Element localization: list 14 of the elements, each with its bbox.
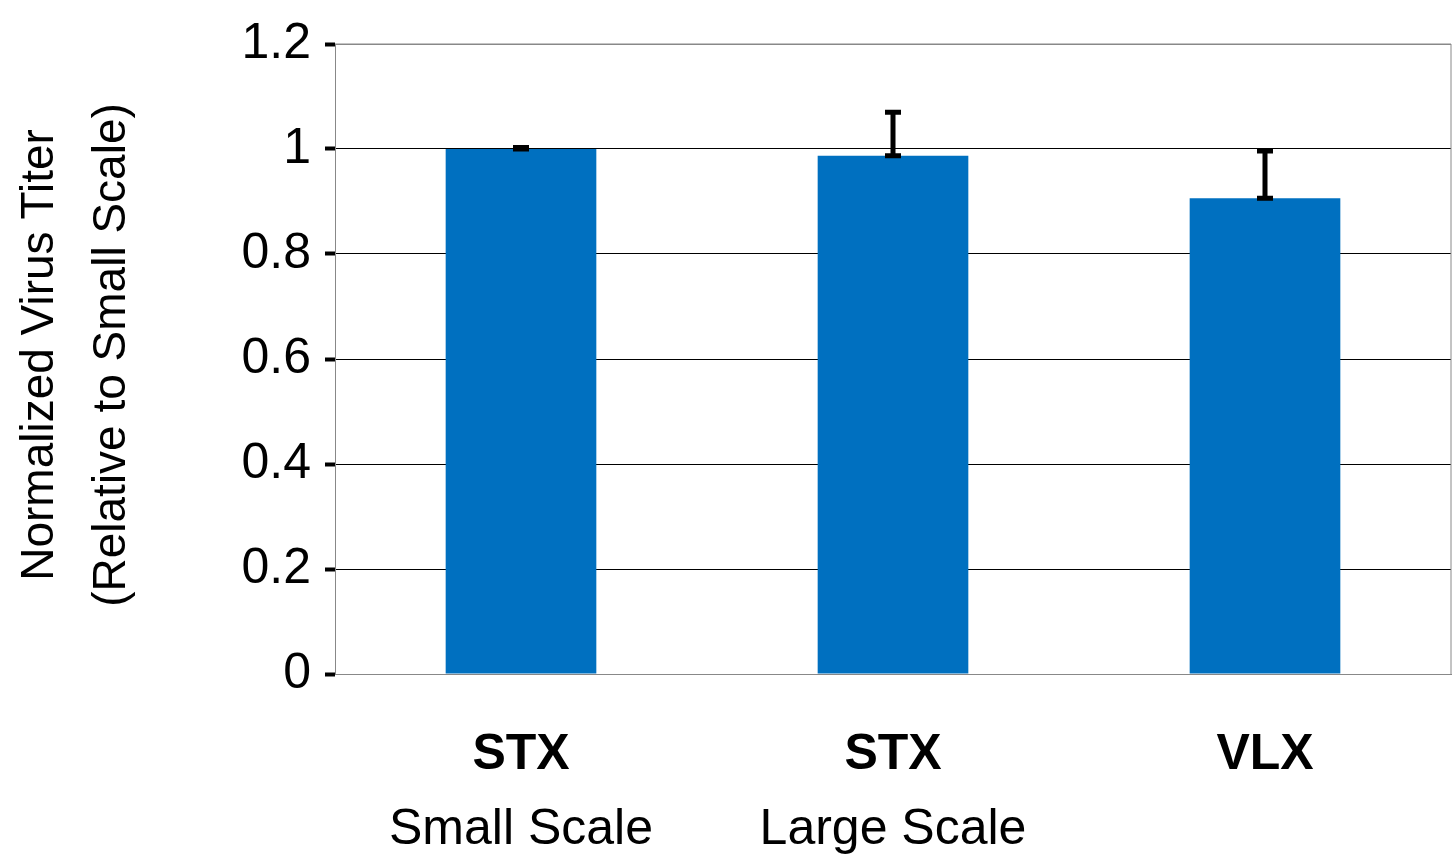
bar [817,155,969,674]
y-tick-label: 0.6 [241,327,311,384]
y-tick-label: 1 [283,117,311,174]
y-tick-label: 0.2 [241,537,311,594]
y-tick-label: 0 [283,642,311,699]
bar [1189,198,1341,674]
y-tick-label: 0.8 [241,222,311,279]
x-tick-label: VLX [1216,723,1314,780]
y-tick-label: 0.4 [241,432,311,489]
y-tick-label: 1.2 [241,12,311,69]
y-axis-title: Normalized Virus Titer (Relative to Small Scale) [10,103,135,607]
x-tick-label: STX Large Scale [759,723,1027,855]
x-tick-label: STX Small Scale [389,723,653,855]
bar [445,149,597,674]
